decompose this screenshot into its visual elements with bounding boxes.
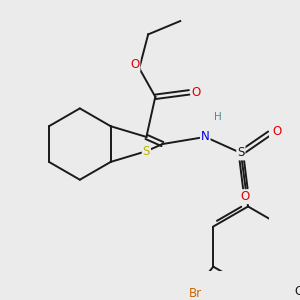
Text: N: N bbox=[201, 130, 210, 143]
Text: O: O bbox=[272, 125, 281, 138]
Text: O: O bbox=[241, 190, 250, 203]
Text: Br: Br bbox=[189, 287, 202, 300]
Text: S: S bbox=[143, 145, 150, 158]
Text: O: O bbox=[192, 86, 201, 99]
Text: S: S bbox=[237, 146, 244, 160]
Text: H: H bbox=[214, 112, 222, 122]
Text: O: O bbox=[294, 285, 300, 298]
Text: O: O bbox=[130, 58, 140, 71]
